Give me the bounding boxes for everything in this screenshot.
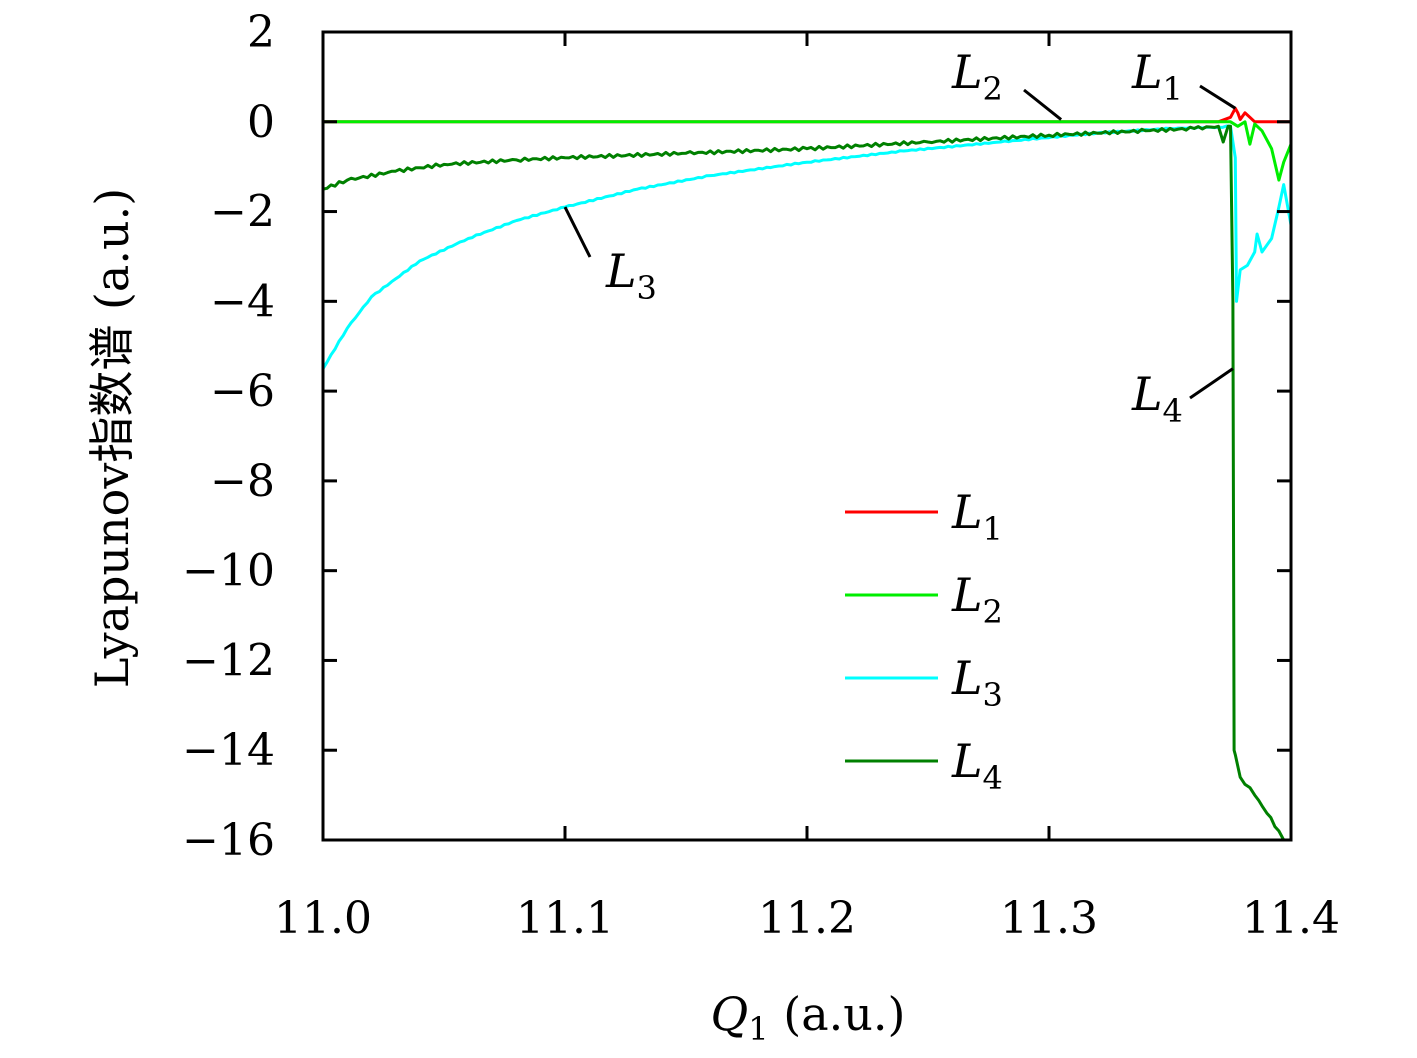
- legend-entry-L4-subscript: 4: [983, 759, 1003, 797]
- x-axis-subscript: 1: [748, 1010, 768, 1048]
- annotation-label-symbol: L: [951, 45, 983, 99]
- legend-entry-L3: L3: [951, 651, 1003, 714]
- x-axis-label: Q1 (a.u.): [711, 987, 906, 1048]
- y-tick-label: −8: [210, 456, 275, 507]
- y-tick-label: −12: [182, 635, 275, 686]
- x-axis-units: (a.u.): [769, 987, 906, 1041]
- annotation-label-subscript: 4: [1163, 392, 1183, 430]
- annotation-label-symbol: L: [1131, 367, 1163, 421]
- y-tick-label: −10: [182, 546, 275, 597]
- x-tick-label: 11.1: [516, 893, 614, 944]
- series-L2-line: [323, 120, 1293, 182]
- x-tick-label: 11.0: [274, 893, 372, 944]
- ticks-layer: 11.0 11.1 11.2 11.3 11.4 2 0 −2 −4 −6 −8 −10 −12 −14 −…: [182, 7, 1340, 944]
- legend-entry-L4-symbol: L: [951, 734, 983, 788]
- y-tick-label: −4: [210, 276, 275, 327]
- x-tick-label: 11.3: [1000, 893, 1098, 944]
- y-tick-label: 0: [247, 97, 275, 148]
- legend-entry-L2: L2: [951, 568, 1003, 631]
- x-axis-symbol: Q: [711, 987, 749, 1041]
- y-tick-label: −6: [210, 366, 275, 417]
- annotation-label: L2: [951, 45, 1003, 108]
- annotation-leader-line: [1189, 367, 1234, 400]
- annotation-label: L3: [605, 244, 657, 307]
- y-tick-label: −2: [210, 187, 275, 238]
- annotation-label-subscript: 1: [1163, 70, 1183, 108]
- legend-entry-L2-subscript: 2: [983, 593, 1003, 631]
- annotation-label-symbol: L: [605, 244, 637, 298]
- x-tick-label: 11.4: [1242, 893, 1340, 944]
- x-tick-label: 11.2: [758, 893, 856, 944]
- legend-entry-L1-symbol: L: [951, 485, 983, 539]
- annotation-label: L1: [1131, 45, 1183, 108]
- annotation-leader-line: [1023, 88, 1063, 121]
- legend-entry-L1-subscript: 1: [983, 510, 1003, 548]
- series-layer: [321, 106, 1293, 841]
- legend-entry-L3-symbol: L: [951, 651, 983, 705]
- legend-entry-L4: L4: [951, 734, 1003, 797]
- legend-entry-L1: L1: [951, 485, 1003, 548]
- series-L3-line: [321, 124, 1293, 370]
- y-tick-label: −14: [182, 725, 275, 776]
- plot-frame: [321, 30, 1293, 842]
- y-axis-label: Lyapunov指数谱 (a.u.): [85, 188, 139, 688]
- legend-entry-L2-symbol: L: [951, 568, 983, 622]
- legend-entry-L3-subscript: 3: [983, 676, 1003, 714]
- annotation-label: L4: [1131, 367, 1183, 430]
- annotation-label-symbol: L: [1131, 45, 1163, 99]
- annotation-leader-line: [1199, 84, 1237, 110]
- y-tick-label: 2: [247, 7, 275, 58]
- annotation-label-subscript: 3: [637, 269, 657, 307]
- series-L1-line: [323, 106, 1291, 124]
- annotation-label-subscript: 2: [983, 70, 1003, 108]
- series-L4-line: [322, 124, 1286, 841]
- annotation-leader-line: [563, 206, 592, 258]
- y-tick-label: −16: [182, 815, 275, 866]
